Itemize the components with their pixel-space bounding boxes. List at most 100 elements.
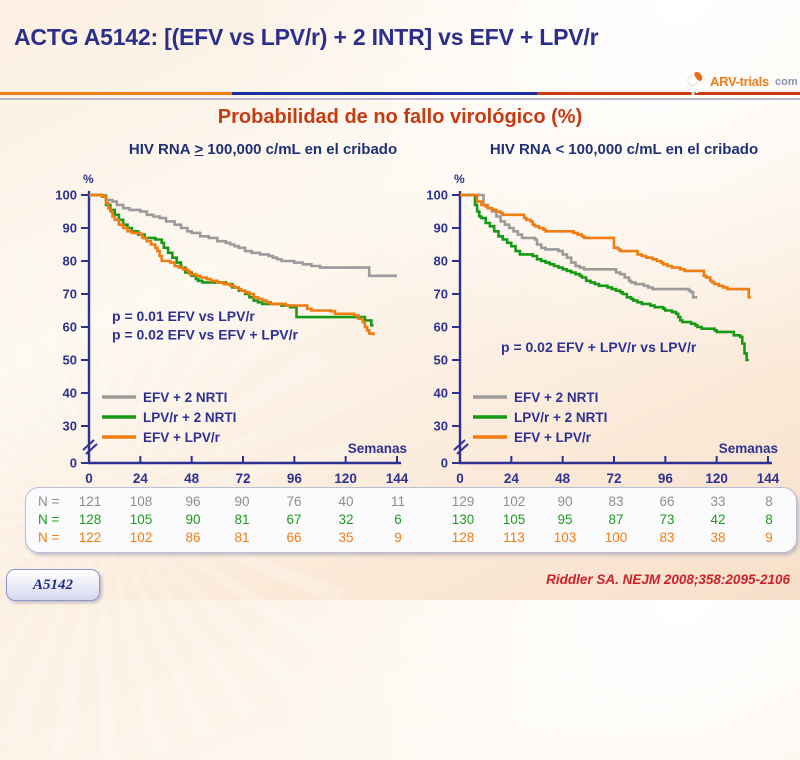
x-tick-label: 72 <box>606 471 621 486</box>
risk-count: 32 <box>338 512 354 527</box>
legend-label: LPV/r + 2 NRTI <box>143 410 236 425</box>
risk-count: 102 <box>129 530 153 545</box>
series-curve-efv-lpv-r <box>89 193 375 336</box>
km-plot-right: 0 30 40 50 60 70 80 90 100% 0 24 48 72 96 120 144 Semana… <box>426 172 780 486</box>
risk-count: 102 <box>502 494 526 509</box>
x-tick-label: 24 <box>133 471 149 486</box>
risk-count: 35 <box>338 530 354 545</box>
risk-count: 108 <box>129 494 153 509</box>
risk-count: 8 <box>765 494 773 509</box>
x-tick-label: 0 <box>85 471 93 486</box>
risk-count: 130 <box>451 512 475 527</box>
legend-label: EFV + 2 NRTI <box>514 390 598 405</box>
x-tick-label: 96 <box>658 471 674 486</box>
risk-count: 105 <box>502 512 526 527</box>
x-tick-label: 0 <box>456 471 464 486</box>
risk-count: 128 <box>451 530 475 545</box>
risk-count: 8 <box>765 512 773 527</box>
series-curve-efv-2-nrti <box>460 193 698 299</box>
slide-subtitle: Probabilidad de no fallo virológico (%) <box>217 106 583 128</box>
risk-count: 33 <box>710 494 726 509</box>
risk-count: 6 <box>394 512 402 527</box>
risk-count: 121 <box>78 494 102 509</box>
series-curve-efv-lpv-r <box>460 193 751 299</box>
risk-row-label: N = <box>38 512 60 527</box>
number-at-risk-table: N = 121 108 96 90 76 40 11 129 102 90 83 66 33 8 N = 128… <box>25 487 797 553</box>
header-divider <box>0 92 800 102</box>
y-tick-label: 80 <box>434 254 448 269</box>
y-tick-label: 100 <box>55 188 77 203</box>
risk-row-label: N = <box>38 530 60 545</box>
km-plot-left: 0 30 40 50 60 70 80 90 100% 0 24 48 72 96 120 144 Semana… <box>55 172 408 486</box>
y-tick-label: 40 <box>434 386 448 401</box>
chart-high-viral-load: HIV RNA >100,000 c/mL en el cribado 0 30 40… <box>30 139 420 491</box>
risk-count: 40 <box>338 494 354 509</box>
chart-title-right-rest: 100,000 c/mL en el cribado <box>568 141 759 158</box>
risk-count: 38 <box>710 530 726 545</box>
risk-count: 83 <box>608 494 624 509</box>
legend-label: EFV + LPV/r <box>514 430 592 445</box>
p-value-annotation: p = 0.02 EFV + LPV/r vs LPV/r <box>501 339 697 355</box>
risk-row-label: N = <box>38 494 60 509</box>
risk-count: 42 <box>710 512 726 527</box>
y-tick-label: 0 <box>441 456 448 471</box>
y-tick-label: 30 <box>434 419 448 434</box>
y-tick-label: 50 <box>63 353 77 368</box>
y-tick-label: 0 <box>70 456 77 471</box>
logo-tld-text: com <box>775 76 798 88</box>
risk-count: 83 <box>659 530 675 545</box>
y-tick-label: 70 <box>63 287 77 302</box>
axis-break-mark <box>453 439 466 451</box>
x-tick-label: 48 <box>184 471 200 486</box>
chart-title-left-operator: > <box>194 141 204 158</box>
y-tick-label: 60 <box>434 320 448 335</box>
slide-root: ACTG A5142: [(EFV vs LPV/r) + 2 INTR] vs… <box>0 24 800 760</box>
series-curve-lpv-r-2-nrti <box>89 193 374 327</box>
y-tick-label: 70 <box>434 287 448 302</box>
y-tick-label: 40 <box>63 386 77 401</box>
x-tick-label: 144 <box>757 471 780 486</box>
risk-count: 86 <box>185 530 201 545</box>
y-tick-label: 90 <box>434 221 448 236</box>
risk-count: 76 <box>286 494 302 509</box>
series-curve-lpv-r-2-nrti <box>460 193 749 362</box>
risk-count: 90 <box>557 494 573 509</box>
study-badge: A5142 <box>6 569 100 601</box>
x-axis-title: Semanas <box>719 441 778 456</box>
series-curve-efv-2-nrti <box>89 193 397 278</box>
divider-segment-red <box>537 92 800 95</box>
legend-label: LPV/r + 2 NRTI <box>514 410 607 425</box>
slide-title: ACTG A5142: [(EFV vs LPV/r) + 2 INTR] vs… <box>14 24 599 50</box>
y-tick-label: 100 <box>426 188 448 203</box>
risk-count: 95 <box>557 512 573 527</box>
y-tick-label: 30 <box>63 419 77 434</box>
p-value-annotation: p = 0.01 EFV vs LPV/r <box>112 308 255 324</box>
chart-low-viral-load: HIV RNA <100,000 c/mL en el cribado 0 30 40… <box>401 139 791 491</box>
risk-count: 67 <box>286 512 302 527</box>
chart-title-left-prefix: HIV RNA <box>128 141 191 158</box>
chart-title-right: HIV RNA <100,000 c/mL en el cribado <box>401 141 800 158</box>
citation-text: Riddler SA. NEJM 2008;358:2095-2106 <box>546 572 790 587</box>
risk-count: 87 <box>608 512 624 527</box>
axis-break-mark <box>85 443 98 455</box>
risk-count: 128 <box>78 512 102 527</box>
risk-count: 113 <box>503 530 525 545</box>
risk-count: 9 <box>765 530 773 545</box>
chart-title-right-operator: < <box>555 141 565 158</box>
risk-count: 122 <box>78 530 102 545</box>
chart-title-right-prefix: HIV RNA <box>489 141 552 158</box>
p-value-annotation: p = 0.02 EFV vs EFV + LPV/r <box>112 327 299 343</box>
legend-label: EFV + 2 NRTI <box>143 390 227 405</box>
x-axis-title: Semanas <box>348 441 407 456</box>
y-tick-label: 50 <box>434 353 448 368</box>
chart-title-left-rest: 100,000 c/mL en el cribado <box>207 141 398 158</box>
risk-count: 90 <box>185 512 201 527</box>
axis-break-mark <box>456 443 469 455</box>
divider-segment-orange <box>0 92 232 95</box>
divider-silver-line <box>0 98 800 100</box>
x-tick-label: 48 <box>555 471 571 486</box>
x-tick-label: 96 <box>287 471 303 486</box>
risk-count: 11 <box>390 494 405 509</box>
arv-trials-logo: ARV-trials com <box>684 68 798 96</box>
divider-segment-blue <box>232 92 537 95</box>
